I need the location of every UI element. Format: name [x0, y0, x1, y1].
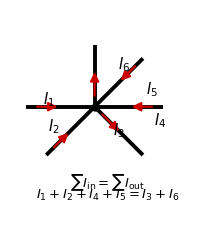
- Text: $I_5$: $I_5$: [146, 80, 158, 99]
- Text: $I_1 + I_2 + I_4 + I_5 = I_3 + I_6$: $I_1 + I_2 + I_4 + I_5 = I_3 + I_6$: [36, 188, 179, 204]
- Text: $I_3$: $I_3$: [113, 122, 125, 141]
- Text: $I_2$: $I_2$: [48, 117, 60, 136]
- Text: $I_4$: $I_4$: [154, 111, 166, 130]
- Text: $\sum I_{\mathrm{in}} = \sum I_{\mathrm{out}}$: $\sum I_{\mathrm{in}} = \sum I_{\mathrm{…: [70, 172, 145, 193]
- Text: $I_6$: $I_6$: [118, 55, 130, 74]
- Text: $I_1$: $I_1$: [43, 90, 55, 109]
